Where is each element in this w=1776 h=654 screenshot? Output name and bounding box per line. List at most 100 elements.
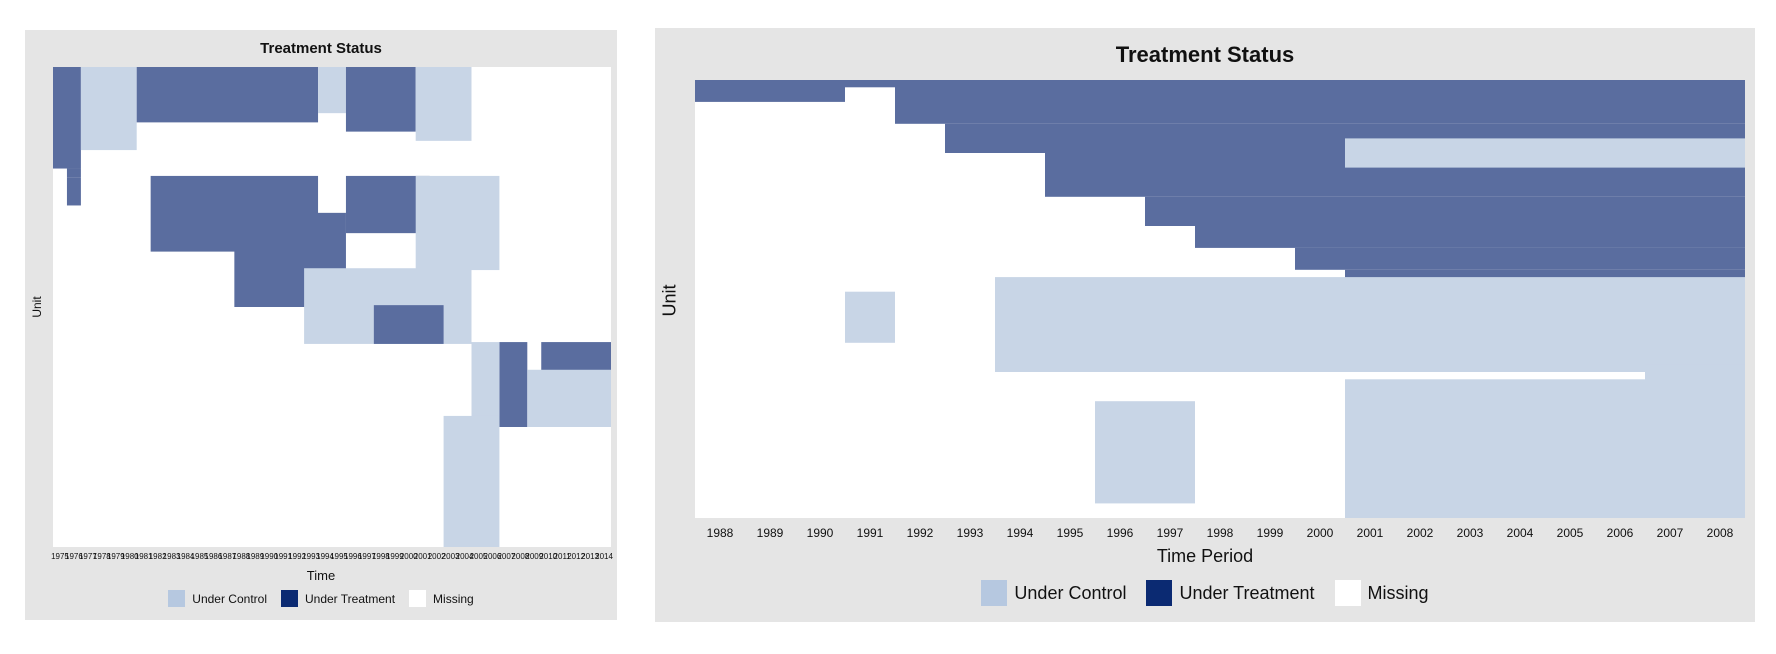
x-tick-label: 2008 (1706, 526, 1734, 540)
x-tick-label: 1992 (288, 552, 307, 561)
heatmap-cell-block (1195, 226, 1745, 248)
x-tick-label: 1988 (706, 526, 734, 540)
heatmap-plot (53, 67, 611, 547)
x-tick-label: 2004 (455, 552, 474, 561)
chart-title: Treatment Status (260, 40, 382, 57)
x-tick-label: 1977 (78, 552, 97, 561)
heatmap-cell-block (373, 305, 444, 344)
x-tick-labels: 1975 1976 1977 1978 1979 1980 1981 1982 1983 1984… (51, 552, 613, 564)
legend-item-under-control: Under Control (981, 580, 1126, 606)
heatmap-cell-block (66, 168, 81, 178)
x-tick-label: 2005 (1556, 526, 1584, 540)
y-axis-label: Unit (659, 284, 680, 317)
legend-swatch-under-treatment (1146, 580, 1173, 606)
heatmap-cell-block (443, 415, 500, 547)
y-axis-label: Unit (30, 296, 44, 318)
x-tick-label: 1987 (218, 552, 237, 561)
legend-item-missing: Missing (1334, 580, 1429, 606)
x-tick-label: 2009 (525, 552, 544, 561)
x-tick-label: 1995 (330, 552, 348, 561)
legend-label: Missing (1367, 582, 1429, 603)
x-tick-label: 1980 (120, 552, 139, 561)
legend-label: Under Treatment (1179, 582, 1315, 603)
x-tick-label: 1999 (385, 552, 404, 561)
x-tick-label: 2002 (1406, 526, 1434, 540)
x-tick-label: 1994 (1006, 526, 1034, 540)
heatmap-cell-block (1095, 401, 1195, 504)
heatmap-svg (53, 67, 611, 547)
heatmap-plot (695, 80, 1745, 518)
legend-label: Missing (433, 591, 474, 606)
legend-swatch-missing (409, 590, 427, 607)
heatmap-cell-block (345, 67, 416, 132)
x-tick-label: 2001 (1356, 526, 1384, 540)
heatmap-cell-block (527, 369, 611, 427)
heatmap-cell-block (80, 67, 137, 151)
x-tick-label: 2005 (469, 552, 488, 561)
x-tick-label: 1989 (756, 526, 784, 540)
x-tick-label: 1997 (357, 552, 376, 561)
heatmap-cell-block (1645, 364, 1745, 518)
heatmap-cell-block (845, 80, 895, 88)
x-tick-label: 2006 (483, 552, 502, 561)
x-tick-label: 1989 (246, 552, 265, 561)
x-tick-label: 2007 (1656, 526, 1684, 540)
x-tick-label: 1992 (906, 526, 934, 540)
x-tick-label: 2004 (1506, 526, 1534, 540)
heatmap-cell-block (1145, 196, 1745, 226)
heatmap-cell-block (318, 67, 346, 114)
heatmap-cell-block (895, 80, 1745, 124)
x-tick-label: 1986 (204, 552, 223, 561)
heatmap-cell-block (499, 342, 528, 427)
x-tick-label: 1984 (176, 552, 195, 561)
x-tick-label: 2000 (1306, 526, 1334, 540)
x-tick-label: 1998 (1206, 526, 1234, 540)
legend-item-missing: Missing (409, 590, 474, 607)
x-tick-label: 1996 (1106, 526, 1134, 540)
legend-item-under-control: Under Control (168, 590, 267, 607)
heatmap-cell-block (136, 67, 319, 123)
legend-swatch-under-treatment (280, 590, 298, 607)
x-tick-label: 1981 (134, 552, 153, 561)
heatmap-cell-block (695, 80, 845, 102)
heatmap-cell-block (53, 67, 81, 169)
x-tick-label: 1976 (65, 552, 83, 561)
x-tick-label: 1996 (344, 552, 362, 561)
legend-swatch-under-control (981, 580, 1008, 606)
chart-title: Treatment Status (1115, 42, 1295, 67)
x-tick-label: 2002 (427, 552, 446, 561)
legend-swatch-missing (1334, 580, 1361, 606)
legend-item-under-treatment: Under Treatment (1146, 580, 1315, 606)
heatmap-cell-block (1295, 247, 1745, 270)
x-tick-labels: 1988 1989 1990 1991 1992 1993 1994 1995 1996 1997… (695, 526, 1745, 542)
x-tick-label: 1999 (1256, 526, 1284, 540)
x-tick-label: 2008 (511, 552, 530, 561)
x-tick-label: 1998 (371, 552, 390, 561)
heatmap-cell-block (415, 175, 500, 271)
heatmap-cell-block (1345, 138, 1745, 168)
x-tick-label: 2003 (1456, 526, 1484, 540)
left-chart-panel: Treatment Status Unit 1975 1976 1977 1978 19… (25, 30, 617, 620)
x-axis-label: Time (306, 568, 336, 583)
x-tick-label: 1991 (856, 526, 884, 540)
x-tick-label: 1975 (51, 552, 69, 561)
x-tick-label: 1978 (92, 552, 111, 561)
x-tick-label: 1985 (190, 552, 209, 561)
heatmap-cell-block (66, 177, 81, 206)
heatmap-cell-block (1095, 306, 1745, 372)
x-tick-label: 2007 (497, 552, 516, 561)
x-tick-label: 2003 (441, 552, 460, 561)
x-tick-label: 1994 (316, 552, 334, 561)
x-tick-label: 2014 (595, 552, 613, 561)
x-tick-label: 1993 (956, 526, 984, 540)
right-chart-panel: Treatment Status Unit 1988 1989 1990 1991 19… (655, 28, 1755, 622)
x-tick-label: 1995 (1056, 526, 1084, 540)
heatmap-cell-block (541, 342, 611, 372)
x-tick-label: 1979 (106, 552, 125, 561)
heatmap-svg (695, 80, 1745, 518)
legend-label: Under Treatment (304, 591, 396, 606)
heatmap-cell-block (415, 67, 472, 141)
x-tick-label: 2010 (539, 552, 558, 561)
x-tick-label: 2006 (1606, 526, 1634, 540)
legend-item-under-treatment: Under Treatment (280, 590, 396, 607)
